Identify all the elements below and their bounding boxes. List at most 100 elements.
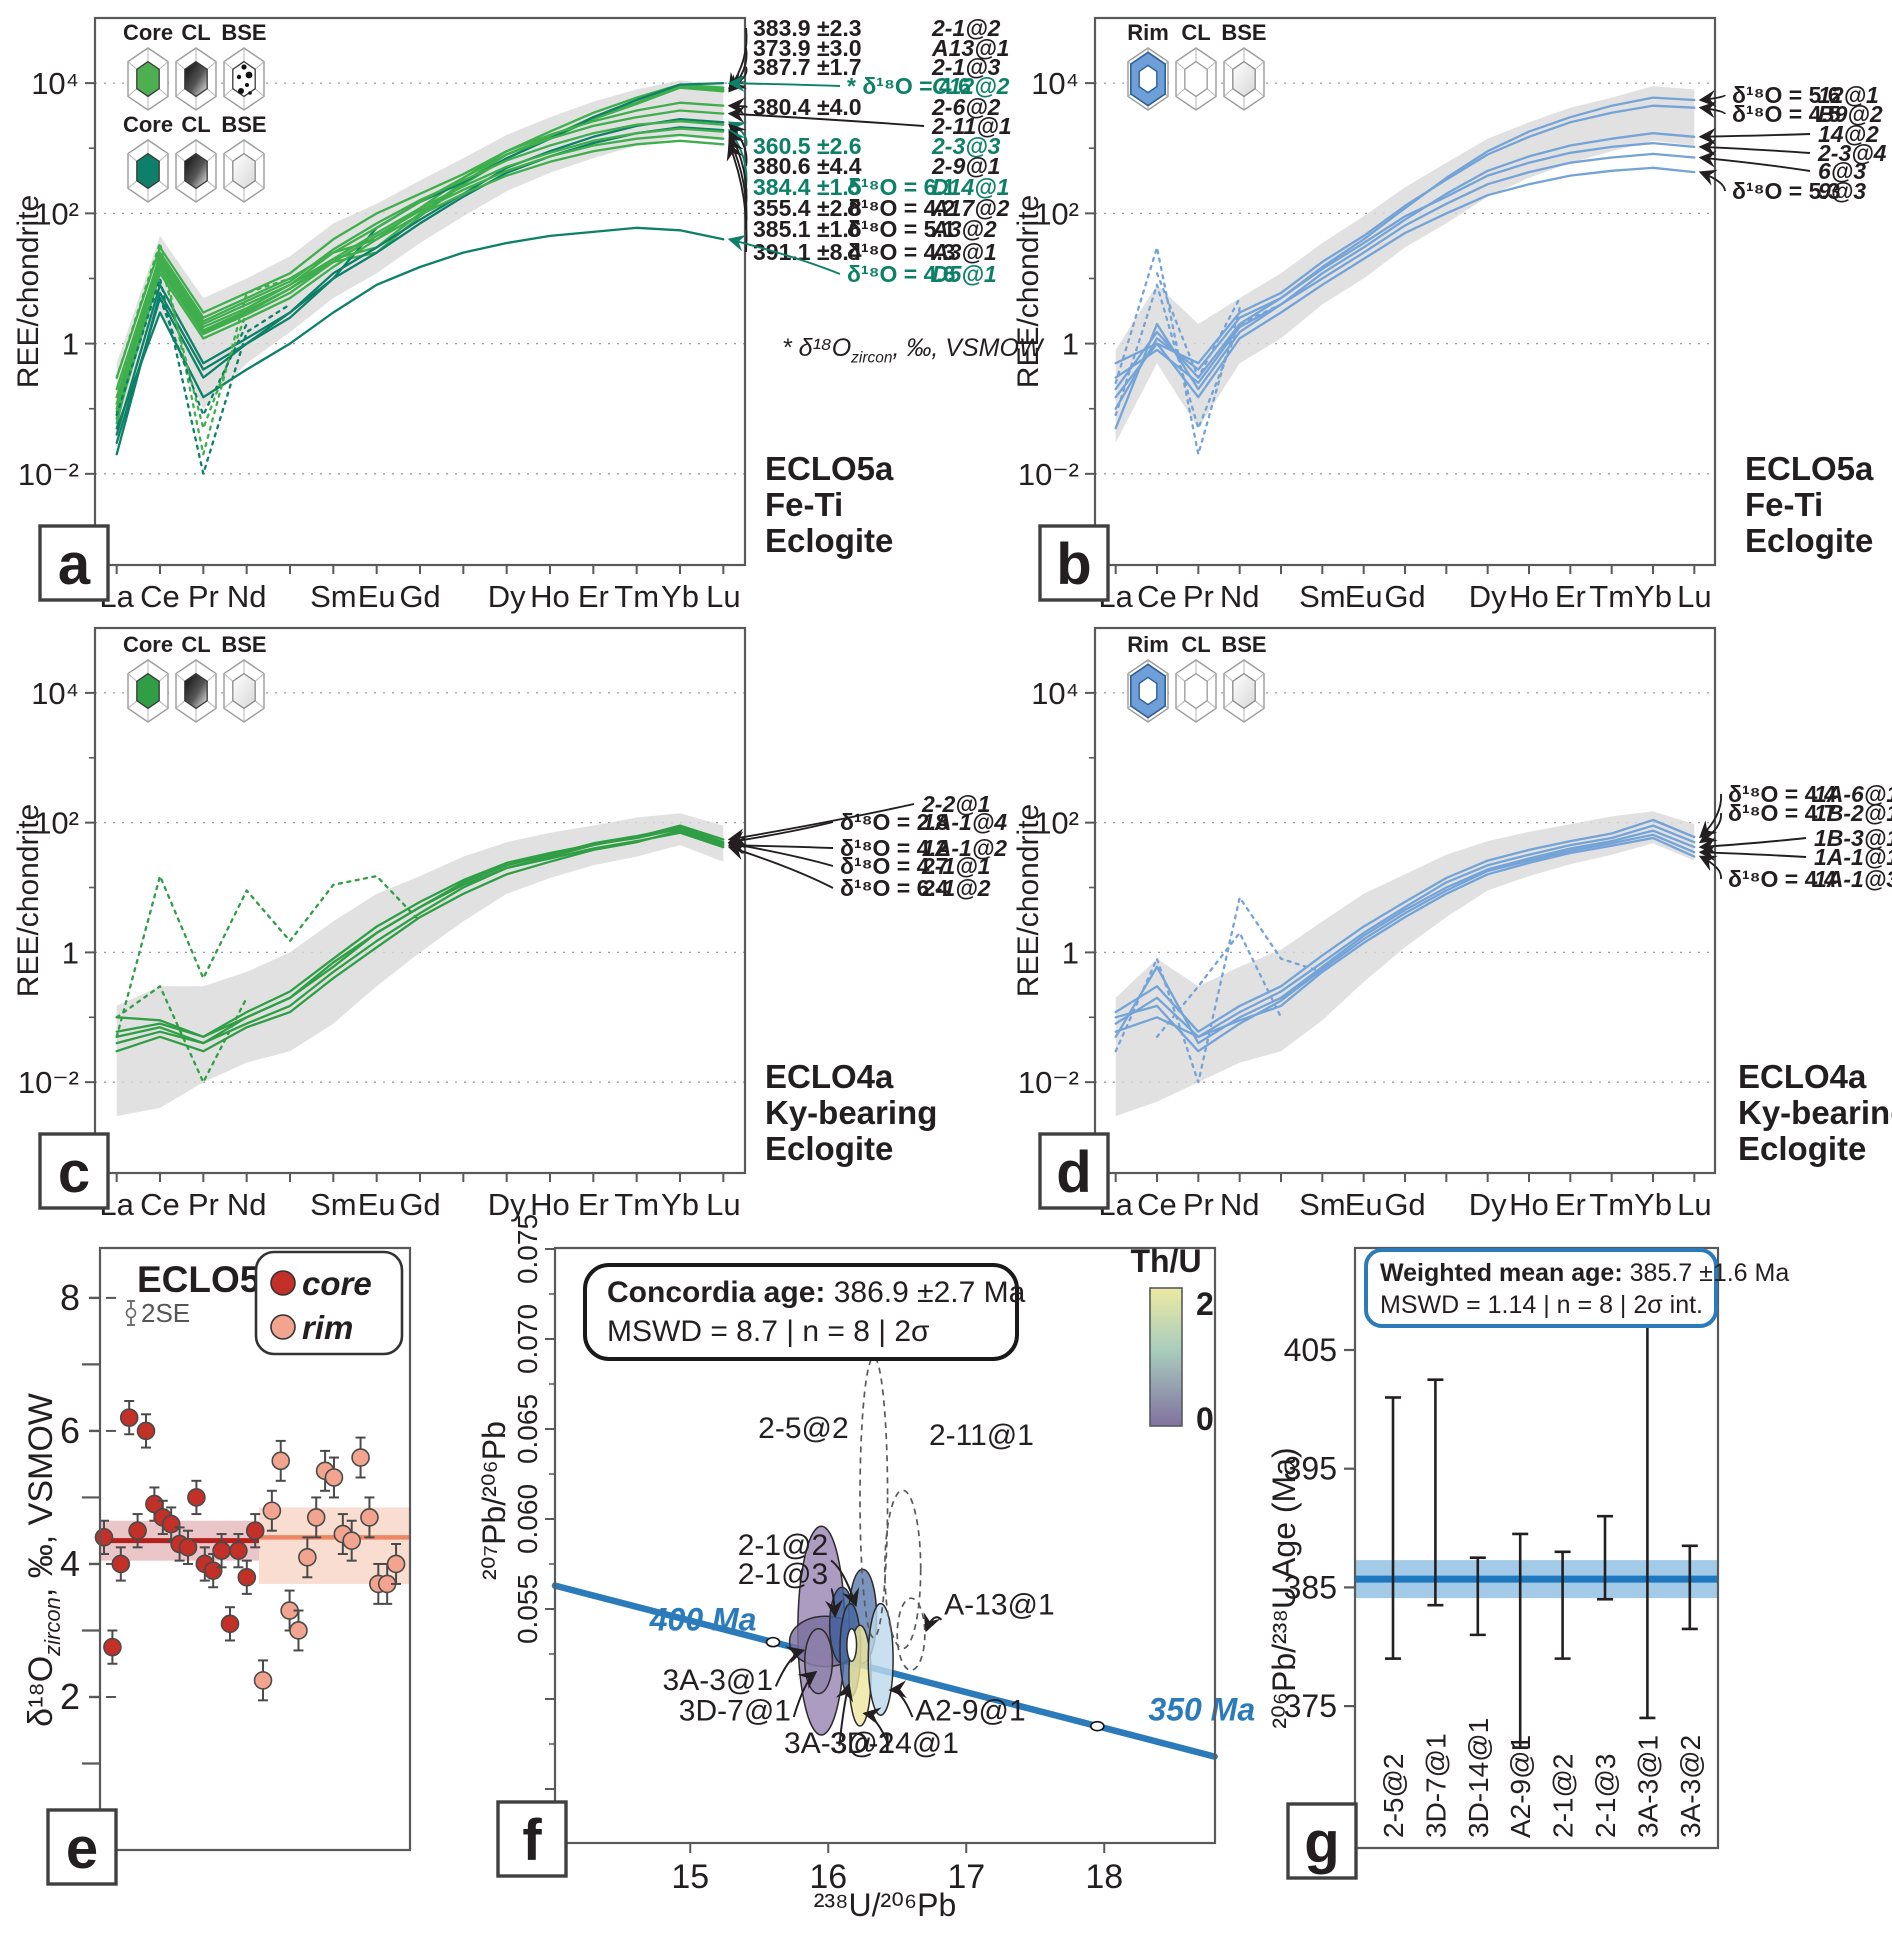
rim-point	[298, 1548, 317, 1567]
spot-label-arrow	[862, 1707, 890, 1747]
bse-inclusion-dot	[245, 83, 249, 87]
annotation-arrow	[727, 105, 925, 127]
series-line-A3@2	[115, 133, 725, 413]
x-tick-label: Nd	[1220, 1187, 1260, 1222]
annotation-d18o: δ¹⁸O = 6.1	[847, 174, 956, 200]
annotation-age: 385.1 ±1.6	[753, 216, 862, 242]
zircon-facet-line	[1206, 88, 1217, 97]
zircon-bse	[232, 60, 256, 98]
annotation-spot: D14@1	[932, 174, 1009, 200]
y-axis-title: ²⁰⁷Pb/²⁰⁶Pb	[476, 1421, 512, 1580]
y-tick-label: 4	[60, 1543, 80, 1584]
series-line-D5@1	[115, 226, 725, 430]
rim-point	[342, 1531, 362, 1550]
annotation-age: 384.4 ±1.5	[753, 174, 862, 200]
annotation-spot: A3@1	[931, 239, 997, 265]
y-tick-label: 395	[1284, 1451, 1337, 1487]
zircon-facet-line	[1175, 88, 1186, 97]
envelope-band	[116, 813, 724, 1117]
annotation-spot: 2-11@1	[931, 113, 1012, 139]
core-rim-legend: core rim	[254, 1250, 404, 1356]
x-category-label: 2-1@2	[1548, 1754, 1579, 1838]
legend-label: CL	[1181, 20, 1210, 45]
x-tick-label: Pr	[1183, 579, 1214, 614]
zircon-cl	[184, 60, 208, 98]
zircon-facet-line	[127, 153, 138, 162]
series-line-2-11@1	[115, 109, 725, 399]
spot-label-3A-3@1: 3A-3@1	[663, 1664, 774, 1697]
zircon-cl-grad-icon	[175, 659, 217, 723]
y-axis-title: ²⁰⁶Pb/²³⁸U Age (Ma)	[1266, 1447, 1302, 1728]
x-category-label: 2-1@3	[1590, 1754, 1621, 1838]
zircon-facet-line	[1175, 673, 1186, 682]
series-line-2-9@1	[115, 120, 725, 391]
series-line-2-1@2	[115, 831, 725, 1045]
zircon-bse-plain-icon	[1223, 47, 1265, 111]
x-axis-title: ²³⁸U/²⁰⁶Pb	[814, 1887, 957, 1923]
panel-letter-box	[38, 1132, 110, 1210]
zircon-facet-line	[127, 673, 138, 682]
sample-label: Fe-Ti	[1745, 486, 1823, 523]
y-tick-label: 0.055	[512, 1574, 543, 1644]
concordia-age-box: Concordia age: 386.9 ±2.7 Ma MSWD = 8.7 |…	[583, 1263, 1026, 1361]
panel-letter: c	[58, 1140, 90, 1205]
rim-point	[253, 1671, 273, 1690]
series-line-6@3	[1114, 152, 1696, 384]
x-tick-label: Lu	[1677, 579, 1711, 614]
rim-point	[324, 1468, 344, 1487]
annotation-arrow	[727, 97, 748, 115]
series-line-2-3@4	[1114, 141, 1696, 410]
annotation-spot: 2-6@2	[931, 94, 1001, 120]
annotation-spot: 2-3@3	[931, 133, 1001, 159]
series-line-2-1@2	[115, 84, 725, 410]
bse-inclusion-dot	[248, 91, 252, 95]
panel-letter-box	[1038, 524, 1110, 602]
annotation-spot: 2-1@1	[921, 853, 990, 879]
zircon-facet-line	[1223, 700, 1234, 709]
zircon-bse-plain-icon	[223, 659, 265, 723]
x-tick-label: Sm	[310, 579, 357, 614]
series-line-A3@1	[115, 139, 725, 420]
series-line-9@3	[1114, 166, 1696, 399]
zircon-bse	[1232, 60, 1256, 98]
legend-label: Core	[123, 20, 173, 45]
x-tick-label: Gd	[1384, 579, 1425, 614]
error-ellipse-2-11@1	[883, 1489, 922, 1650]
zircon-facet-line	[254, 153, 265, 162]
series-line-1B-2@1	[1114, 824, 1696, 1038]
zircon-core	[136, 152, 160, 190]
annotation-d18o: δ¹⁸O = 5.6	[1732, 82, 1841, 108]
sample-label: ECLO4a	[1738, 1058, 1867, 1095]
age-label-400: 400 Ma	[649, 1602, 757, 1638]
panel-letter: d	[1056, 1140, 1091, 1205]
x-tick-label: Lu	[706, 1187, 740, 1222]
sample-label: ECLO5a	[1745, 450, 1874, 487]
rim-point	[386, 1554, 406, 1574]
zircon-facet-line	[127, 61, 138, 70]
zircon-facet-line	[127, 88, 138, 97]
annotation-age: 380.6 ±4.4	[753, 153, 862, 179]
zircon-facet-line	[223, 61, 234, 70]
zircon-facet-line	[254, 180, 265, 189]
panel-letter: a	[58, 532, 91, 597]
annotation-spot: 2-9@1	[931, 153, 1000, 179]
zircon-facet-line	[175, 61, 186, 70]
annotation-age: 360.5 ±2.6	[753, 133, 862, 159]
core-legend-dot	[270, 1270, 296, 1296]
x-tick-label: Sm	[1299, 1187, 1346, 1222]
panel-g: 405 395 385 375 2-5@2 3D-7@1 3D-14@1 A2-9@1 2-1@…	[1266, 1246, 1789, 1850]
spot-label-2-5@2: 2-5@2	[758, 1412, 849, 1445]
x-category-label: 3D-14@1	[1463, 1718, 1494, 1838]
y-tick-label: 405	[1284, 1332, 1337, 1368]
y-tick-label: 10²	[1034, 806, 1079, 841]
info-box	[1364, 1248, 1718, 1328]
x-tick-label: Pr	[188, 1187, 219, 1222]
y-tick-label: 10⁻²	[1018, 1065, 1079, 1100]
spot-label-arrow	[835, 1682, 854, 1746]
annotation-d18o: δ¹⁸O = 4.4	[1728, 866, 1837, 892]
x-tick-label: Sm	[310, 1187, 357, 1222]
spot-label-arrow	[824, 1588, 843, 1618]
y-tick-label: 10⁻²	[18, 1065, 79, 1100]
zircon-rim-hole	[1138, 64, 1158, 94]
